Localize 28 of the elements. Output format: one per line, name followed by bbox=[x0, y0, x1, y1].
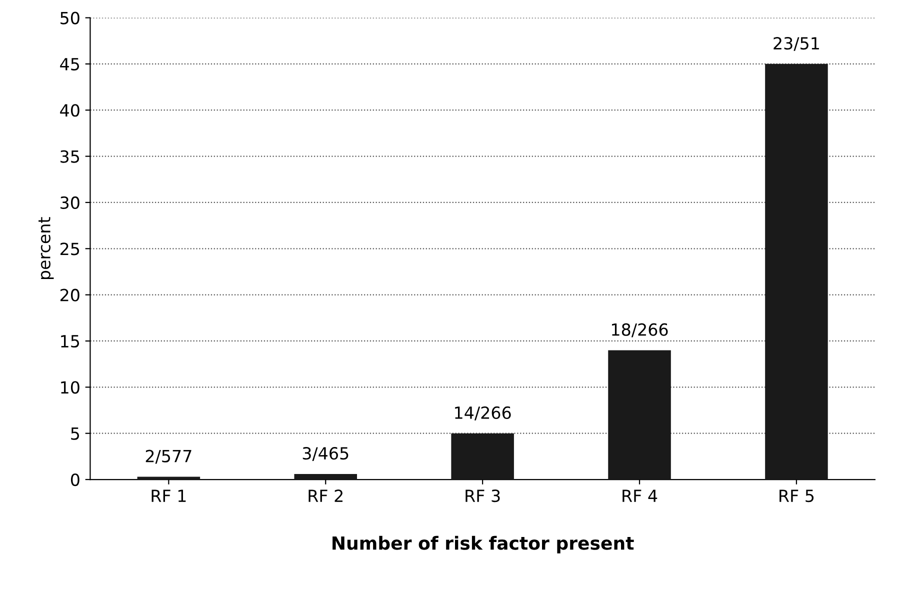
bar bbox=[608, 350, 671, 480]
x-tick-label: RF 5 bbox=[780, 490, 814, 502]
x-tick-label: RF 1 bbox=[152, 490, 186, 502]
y-tick-label: 0 bbox=[70, 473, 80, 486]
bar bbox=[294, 474, 358, 480]
x-tick-label: RF 2 bbox=[308, 490, 342, 502]
y-tick-label: 25 bbox=[60, 242, 80, 256]
y-tick-label: 35 bbox=[60, 150, 80, 163]
bar bbox=[451, 433, 514, 480]
data-label: 2/577 bbox=[146, 450, 192, 464]
data-label: 3/465 bbox=[302, 447, 348, 461]
x-axis-title: Number of risk factor present bbox=[332, 536, 634, 554]
x-tick-label: RF 4 bbox=[622, 490, 658, 502]
bar bbox=[765, 64, 828, 480]
bar bbox=[137, 476, 200, 480]
y-tick-label: 45 bbox=[60, 58, 80, 71]
y-axis-title: percent bbox=[38, 217, 54, 280]
data-label: 14/266 bbox=[455, 406, 511, 420]
y-tick-label: 20 bbox=[60, 288, 80, 302]
y-tick-label: 40 bbox=[60, 104, 80, 117]
data-label: 23/51 bbox=[774, 36, 819, 51]
y-tick-label: 10 bbox=[61, 381, 80, 394]
y-tick-label: 50 bbox=[60, 12, 80, 24]
data-label: 18/266 bbox=[612, 323, 668, 338]
y-tick-label: 30 bbox=[60, 196, 80, 210]
y-tick-label: 15 bbox=[61, 335, 80, 348]
y-tick-label: 5 bbox=[71, 428, 80, 440]
x-tick-label: RF 3 bbox=[466, 490, 500, 502]
